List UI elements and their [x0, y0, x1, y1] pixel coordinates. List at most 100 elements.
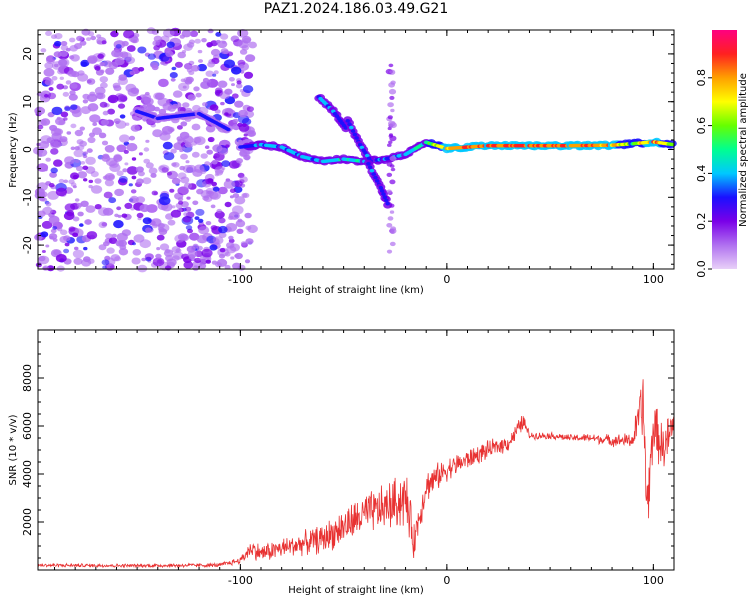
- heatmap-noise-cell: [151, 64, 159, 71]
- spectrogram-x-tick-label: 100: [643, 273, 664, 286]
- heatmap-noise-cell: [186, 196, 191, 200]
- heatmap-noise-cell: [70, 83, 78, 89]
- heatmap-noise-cell: [197, 63, 208, 72]
- heatmap-noise-cell: [124, 202, 133, 209]
- heatmap-noise-cell: [176, 125, 183, 130]
- heatmap-noise-cell: [42, 265, 50, 271]
- heatmap-feature-vertical-streak: [390, 108, 395, 113]
- heatmap-noise-cell: [187, 94, 196, 101]
- heatmap-feature-vertical-streak: [389, 241, 396, 247]
- heatmap-noise-cell: [162, 141, 173, 150]
- heatmap-noise-cell: [138, 152, 143, 156]
- heatmap-noise-cell: [60, 229, 68, 236]
- heatmap-noise-cell: [94, 66, 101, 71]
- heatmap-noise-cell: [122, 168, 128, 173]
- heatmap-noise-cell: [235, 83, 243, 89]
- heatmap-noise-cell: [242, 85, 254, 94]
- heatmap-noise-cell: [233, 180, 243, 188]
- heatmap-noise-cell: [64, 156, 75, 165]
- heatmap-noise-cell: [77, 171, 88, 179]
- heatmap-noise-cell: [96, 34, 102, 39]
- heatmap-noise-cell: [48, 215, 60, 225]
- heatmap-noise-cell: [237, 122, 243, 127]
- heatmap-noise-cell: [183, 63, 193, 70]
- spectrogram-heatmap: [33, 27, 677, 273]
- heatmap-noise-cell: [172, 162, 180, 168]
- heatmap-noise-cell: [136, 96, 142, 101]
- heatmap-feature-diagonal-lower: [378, 185, 384, 190]
- heatmap-noise-cell: [195, 92, 202, 98]
- heatmap-noise-cell: [103, 191, 113, 199]
- heatmap-noise-cell: [239, 49, 248, 55]
- heatmap-noise-cell: [229, 188, 236, 193]
- heatmap-noise-cell: [233, 186, 243, 194]
- heatmap-noise-cell: [209, 104, 219, 111]
- heatmap-feature-ridge-main: [670, 142, 675, 147]
- heatmap-noise-cell: [205, 70, 214, 77]
- heatmap-noise-cell: [63, 248, 70, 254]
- heatmap-noise-cell: [210, 48, 221, 57]
- heatmap-noise-cell: [119, 244, 127, 250]
- heatmap-noise-cell: [106, 247, 115, 254]
- heatmap-noise-cell: [105, 233, 113, 240]
- heatmap-noise-cell: [64, 106, 71, 112]
- heatmap-noise-cell: [50, 34, 58, 39]
- heatmap-noise-cell: [80, 61, 88, 67]
- heatmap-noise-cell: [228, 77, 235, 82]
- heatmap-noise-cell: [51, 76, 58, 81]
- heatmap-noise-cell: [184, 142, 192, 148]
- heatmap-noise-cell: [55, 187, 67, 197]
- heatmap-noise-cell: [118, 248, 129, 256]
- heatmap-noise-cell: [100, 119, 110, 126]
- heatmap-feature-diagonal-mid: [349, 125, 354, 130]
- heatmap-noise-cell: [110, 254, 121, 262]
- heatmap-noise-cell: [174, 234, 185, 243]
- heatmap-noise-cell: [126, 45, 136, 52]
- heatmap-noise-cell: [116, 206, 122, 211]
- heatmap-noise-cell: [129, 197, 138, 204]
- heatmap-noise-cell: [152, 129, 163, 138]
- heatmap-noise-cell: [159, 243, 170, 251]
- heatmap-noise-cell: [108, 197, 117, 204]
- heatmap-noise-cell: [125, 83, 137, 93]
- heatmap-feature-diagonal-mid: [357, 142, 363, 147]
- heatmap-noise-cell: [37, 124, 44, 130]
- heatmap-noise-cell: [205, 221, 212, 226]
- heatmap-noise-cell: [185, 160, 190, 164]
- heatmap-noise-cell: [188, 39, 195, 45]
- heatmap-noise-cell: [73, 257, 83, 265]
- heatmap-feature-vertical-streak: [389, 95, 395, 100]
- heatmap-noise-cell: [103, 241, 110, 247]
- heatmap-noise-cell: [217, 40, 228, 49]
- heatmap-noise-cell: [205, 178, 214, 185]
- heatmap-noise-cell: [42, 206, 53, 215]
- heatmap-noise-cell: [80, 161, 86, 165]
- spectrogram-y-tick-label: -10: [21, 188, 34, 206]
- colorbar-ticks: 0.0 0.2 0.4 0.6 0.8: [695, 69, 712, 278]
- heatmap-noise-cell: [156, 234, 165, 241]
- heatmap-noise-cell: [79, 223, 84, 227]
- heatmap-noise-cell: [130, 124, 141, 132]
- heatmap-noise-cell: [85, 156, 96, 165]
- heatmap-noise-cell: [143, 147, 150, 152]
- heatmap-noise-cell: [148, 167, 158, 175]
- heatmap-noise-cell: [219, 91, 230, 100]
- heatmap-noise-cell: [209, 191, 221, 200]
- heatmap-noise-cell: [234, 196, 246, 205]
- heatmap-noise-cell: [83, 256, 91, 263]
- heatmap-feature-diagonal-lower: [379, 189, 385, 193]
- heatmap-noise-cell: [229, 195, 234, 199]
- heatmap-noise-cell: [201, 248, 213, 258]
- heatmap-feature-vertical-streak: [389, 155, 397, 162]
- heatmap-noise-cell: [182, 102, 190, 108]
- snr-plot-area: [38, 330, 674, 570]
- heatmap-noise-cell: [40, 231, 49, 238]
- heatmap-noise-cell: [110, 30, 119, 38]
- heatmap-noise-cell: [72, 232, 79, 238]
- heatmap-noise-cell: [165, 50, 174, 57]
- heatmap-noise-cell: [170, 77, 176, 82]
- heatmap-noise-cell: [68, 93, 78, 101]
- heatmap-noise-cell: [104, 145, 115, 153]
- heatmap-noise-cell: [164, 249, 171, 254]
- heatmap-feature-vertical-streak: [388, 63, 394, 68]
